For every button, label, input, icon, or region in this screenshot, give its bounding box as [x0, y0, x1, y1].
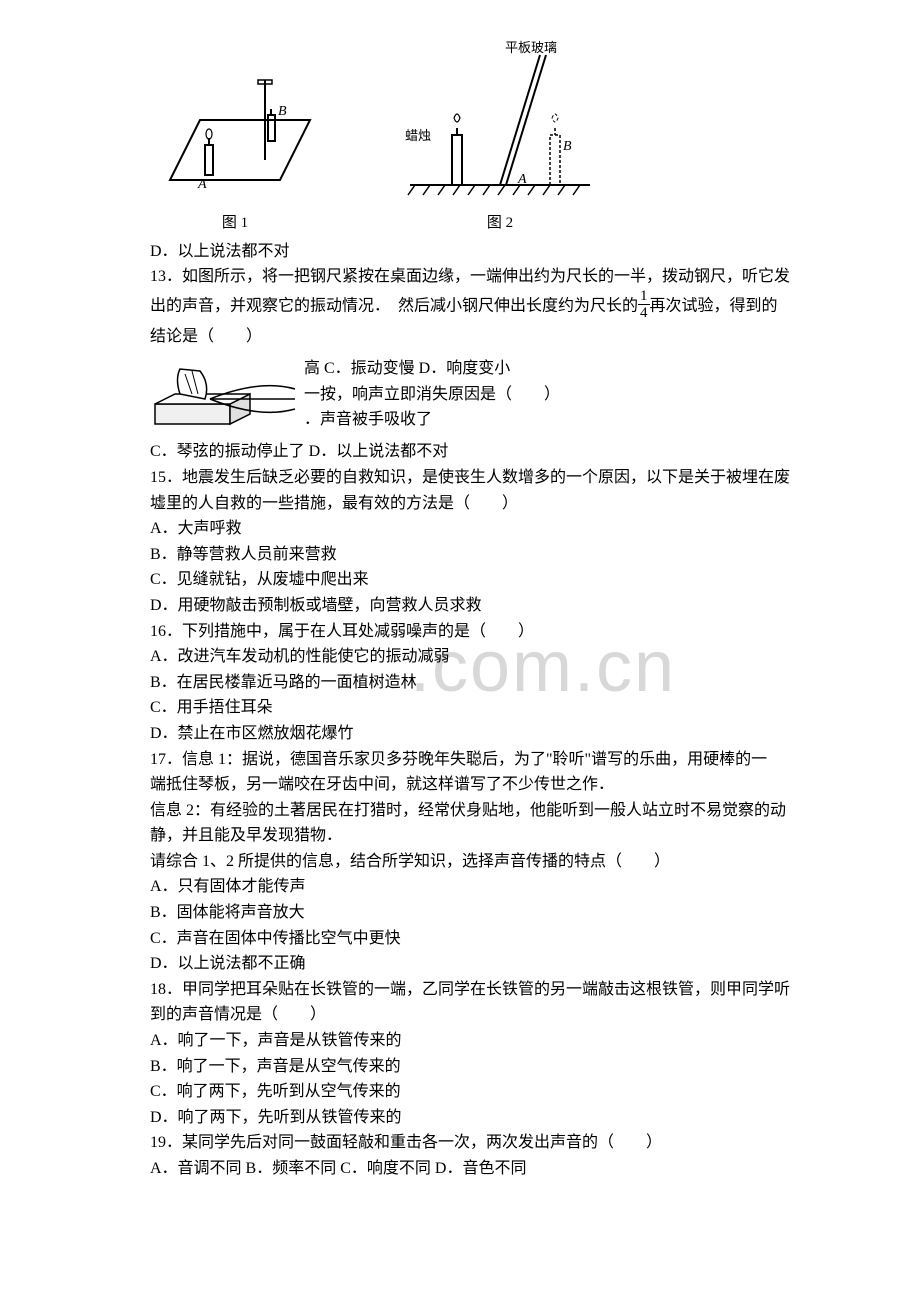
- q16-c: C．用手捂住耳朵: [150, 695, 800, 721]
- q13-inline3: ．声音被手吸收了: [304, 407, 560, 433]
- q12-option-d: D．以上说法都不对: [150, 239, 800, 265]
- q19-stem: 19．某同学先后对同一鼓面轻敲和重击各一次，两次发出声音的（ ）: [150, 1130, 800, 1156]
- q17-line3: 信息 2：有经验的土著居民在打猎时，经常伏身贴地，他能听到一般人站立时不易觉察的…: [150, 798, 800, 824]
- q16-b: B．在居民楼靠近马路的一面植树造林: [150, 670, 800, 696]
- figure-1-svg: A B: [150, 60, 320, 200]
- q13-line3: 结论是（ ）: [150, 324, 800, 350]
- figure-1-label: 图 1: [150, 211, 320, 235]
- ruler-figure-row: 高 C．振动变慢 D．响度变小 一按，响声立即消失原因是（ ） ．声音被手吸收了: [150, 349, 800, 439]
- q17-c: C．声音在固体中传播比空气中更快: [150, 926, 800, 952]
- q18-line2: 到的声音情况是（ ）: [150, 1002, 800, 1028]
- q13-line1: 13．如图所示，将一把钢尺紧按在桌面边缘，一端伸出约为尺长的一半，拨动钢尺，听它…: [150, 264, 800, 290]
- figure-2-svg: 平板玻璃: [400, 40, 600, 200]
- q16-stem: 16．下列措施中，属于在人耳处减弱噪声的是（ ）: [150, 619, 800, 645]
- q13-inline2: 一按，响声立即消失原因是（ ）: [304, 382, 560, 408]
- q18-line1: 18．甲同学把耳朵贴在长铁管的一端，乙同学在长铁管的另一端敲击这根铁管，则甲同学…: [150, 977, 800, 1003]
- q17-line1: 17．信息 1：据说，德国音乐家贝多芬晚年失聪后，为了"聆听"谱写的乐曲，用硬棒…: [150, 747, 800, 773]
- fig2-label-a: A: [517, 172, 527, 187]
- q14-cd: C．琴弦的振动停止了 D．以上说法都不对: [150, 439, 800, 465]
- q19-opts: A．音调不同 B．频率不同 C．响度不同 D．音色不同: [150, 1156, 800, 1182]
- q15-d: D．用硬物敲击预制板或墙壁，向营救人员求救: [150, 593, 800, 619]
- q13-line2: 出的声音，并观察它的振动情况． 然后减小钢尺伸出长度约为尺长的14再次试验，得到…: [150, 290, 800, 324]
- q18-b: B．响了一下，声音是从空气传来的: [150, 1054, 800, 1080]
- fig1-label-b: B: [278, 104, 287, 119]
- q13-fraction: 14: [638, 288, 650, 322]
- q15-line1: 15．地震发生后缺乏必要的自救知识，是使丧生人数增多的一个原因，以下是关于被埋在…: [150, 465, 800, 491]
- q13-frac-den: 4: [638, 305, 650, 322]
- q18-d: D．响了两下，先听到从铁管传来的: [150, 1105, 800, 1131]
- q17-d: D．以上说法都不正确: [150, 951, 800, 977]
- fig2-top-label: 平板玻璃: [505, 40, 557, 55]
- q18-c: C．响了两下，先听到从空气传来的: [150, 1079, 800, 1105]
- q13-line2a: 出的声音，并观察它的振动情况． 然后减小钢尺伸出长度约为尺长的: [150, 297, 638, 314]
- figure-row: A B 图 1 平板玻璃: [150, 40, 800, 235]
- figure-2: 平板玻璃: [400, 40, 600, 235]
- q13-inline1: 高 C．振动变慢 D．响度变小: [304, 356, 560, 382]
- q17-line5: 请综合 1、2 所提供的信息，结合所学知识，选择声音传播的特点（ ）: [150, 849, 800, 875]
- q13-line2b: 再次试验，得到的: [650, 297, 778, 314]
- q17-line2: 端抵住琴板，另一端咬在牙齿中间，就这样谱写了不少传世之作．: [150, 772, 800, 798]
- figure-2-label: 图 2: [400, 211, 600, 235]
- q15-line2: 墟里的人自救的一些措施，最有效的方法是（ ）: [150, 491, 800, 517]
- q16-a: A．改进汽车发动机的性能使它的振动减弱: [150, 644, 800, 670]
- q13-frac-num: 1: [638, 288, 650, 306]
- q17-a: A．只有固体才能传声: [150, 874, 800, 900]
- fig1-label-a: A: [197, 177, 207, 192]
- fig2-left-label: 蜡烛: [405, 128, 431, 143]
- q15-c: C．见缝就钻，从废墟中爬出来: [150, 567, 800, 593]
- ruler-svg: [150, 349, 300, 439]
- q18-a: A．响了一下，声音是从铁管传来的: [150, 1028, 800, 1054]
- q17-b: B．固体能将声音放大: [150, 900, 800, 926]
- q16-d: D．禁止在市区燃放烟花爆竹: [150, 721, 800, 747]
- fig2-label-b: B: [563, 139, 572, 154]
- q15-a: A．大声呼救: [150, 516, 800, 542]
- q15-b: B．静等营救人员前来营救: [150, 542, 800, 568]
- q17-line4: 静，并且能及早发现猎物．: [150, 823, 800, 849]
- figure-1: A B 图 1: [150, 60, 320, 235]
